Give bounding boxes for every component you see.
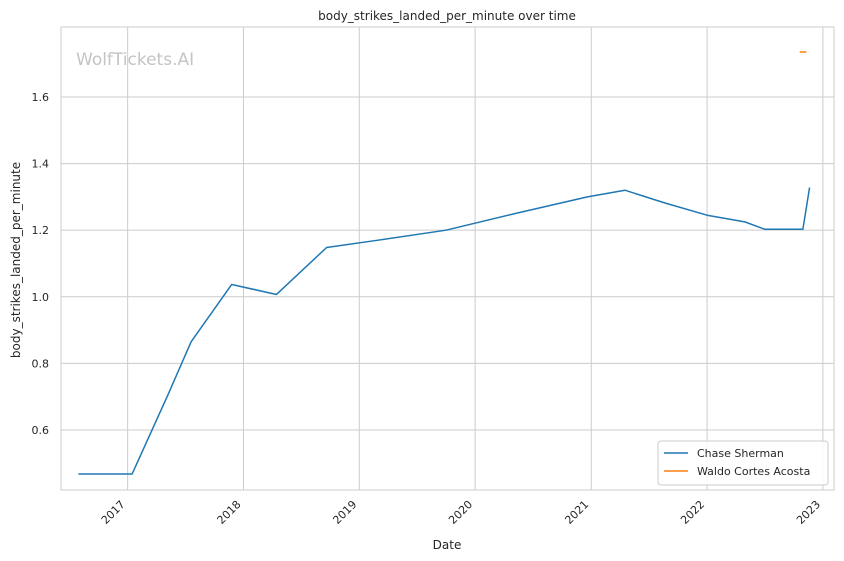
y-tick-label: 1.0: [32, 291, 50, 304]
chart-title: body_strikes_landed_per_minute over time: [318, 9, 576, 23]
grid-lines: [61, 27, 834, 490]
y-tick-label: 1.6: [32, 91, 50, 104]
series-line-0: [78, 187, 811, 475]
legend-label-chase-sherman: Chase Sherman: [697, 447, 784, 460]
plot-area: [61, 27, 834, 490]
legend-box: [657, 440, 829, 486]
plot-frame: [60, 26, 835, 491]
legend: Chase Sherman Waldo Cortes Acosta: [657, 440, 829, 486]
y-tick-label: 0.8: [32, 357, 50, 370]
y-axis-label: body_strikes_landed_per_minute: [9, 162, 23, 358]
y-tick-label: 1.2: [32, 224, 50, 237]
x-axis-label: Date: [433, 538, 462, 552]
y-tick-labels: 0.6 0.8 1.0 1.2 1.4 1.6: [32, 91, 50, 437]
watermark: WolfTickets.AI: [76, 50, 194, 70]
legend-label-waldo-cortes-acosta: Waldo Cortes Acosta: [697, 465, 810, 478]
series-lines: [78, 51, 811, 475]
y-tick-label: 0.6: [32, 424, 50, 437]
y-tick-label: 1.4: [32, 158, 50, 171]
